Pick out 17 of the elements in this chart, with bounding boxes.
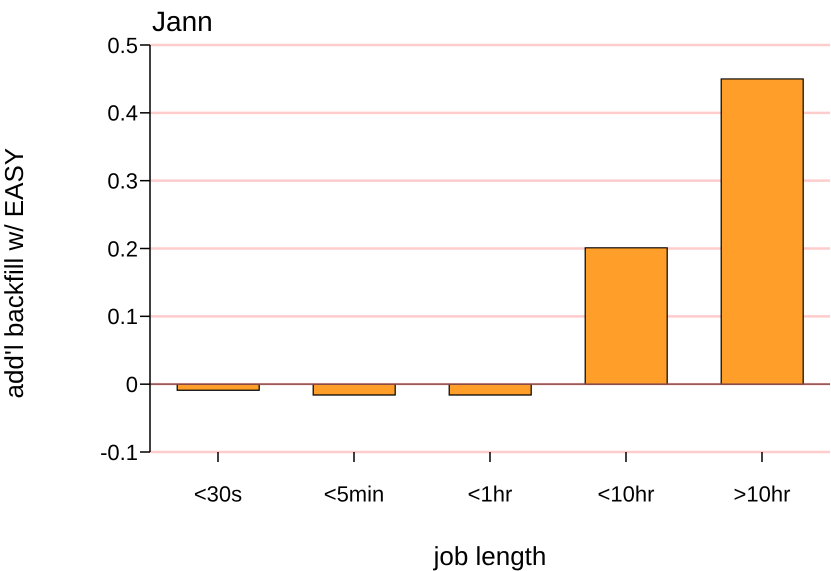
x-tick-label: >10hr bbox=[734, 482, 790, 507]
y-tick-label: 0 bbox=[126, 372, 138, 397]
x-tick-label: <1hr bbox=[468, 482, 512, 507]
bar bbox=[720, 78, 804, 385]
x-tick-label: <5min bbox=[324, 482, 384, 507]
y-tick-label: 0.5 bbox=[107, 32, 138, 58]
y-tick-label: 0.2 bbox=[107, 236, 138, 262]
y-axis-title: add'l backfill w/ EASY bbox=[0, 148, 30, 398]
y-tick-label: 0.3 bbox=[107, 168, 138, 194]
x-axis-title: job length bbox=[432, 541, 546, 571]
x-tick-label: <10hr bbox=[598, 482, 654, 507]
y-tick-label: 0.1 bbox=[107, 304, 138, 330]
y-tick-label: 0.4 bbox=[107, 100, 138, 126]
y-tick-label: -0.1 bbox=[100, 440, 138, 465]
chart-title: Jann bbox=[152, 6, 213, 38]
x-tick-label: <30s bbox=[194, 482, 242, 507]
bar bbox=[584, 247, 668, 385]
